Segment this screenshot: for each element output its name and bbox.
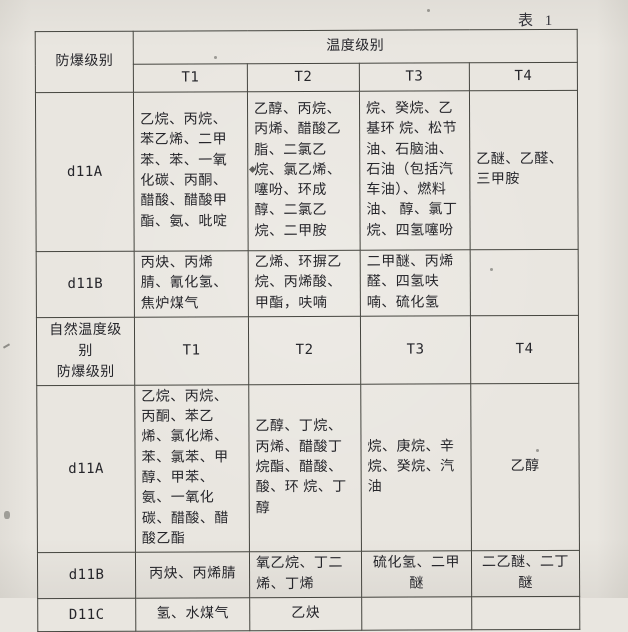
table-row-d11a-2: d11A 乙烷、丙烷、丙酮、苯乙烯、氯化烯、苯、氯苯、甲醇、甲苯、氨、一氧化碳、… (36, 383, 580, 553)
class-label-cell: d11A (36, 385, 136, 553)
mid-header-line2: 防爆级别 (56, 364, 115, 380)
mid-header-cell-t4: T4 (470, 315, 579, 384)
substances-cell-t1: 丙炔、丙烯腈、氰化氢、焦炉煤气 (134, 250, 249, 318)
table-caption: 表 1 (518, 13, 557, 29)
class-label-cell: d11A (35, 92, 135, 252)
substances-cell-t2: 乙炔 (249, 597, 362, 631)
mid-header-cell-class: 自然温度级别 防爆级别 (36, 317, 135, 386)
substances-cell-t3: 硫化氢、二甲醚 (361, 551, 472, 598)
substances-cell-t1: 乙烷、丙烷、苯乙烯、二甲苯、苯、一氧化碳、丙酮、醋酸、醋酸甲酯、氨、吡啶 (133, 91, 249, 252)
class-label-cell: d11B (37, 552, 136, 599)
substances-cell-t2: 氧乙烷、丁二烯、丁烯 (249, 551, 362, 598)
mid-header-row: 自然温度级别 防爆级别 T1 T2 T3 T4 (36, 315, 579, 386)
table-row-d11b-2: d11B 丙炔、丙烯腈 氧乙烷、丁二烯、丁烯 硫化氢、二甲醚 二乙醚、二丁醚 (37, 550, 580, 599)
substances-cell-t3 (361, 596, 472, 631)
substances-cell-t2: 乙醇、丙烷、丙烯、醋酸乙脂、二氯乙烷、氯乙烯、噻吩、环成醇、二氯乙烷、二甲胺 (247, 91, 361, 251)
substances-cell-t4: 乙醚、乙醛、三甲胺 (469, 90, 579, 250)
substances-cell-t1: 氢、水煤气 (135, 597, 250, 632)
header-cell-temperature-class: 温度级别 (133, 29, 578, 65)
table-row-d11a-1: d11A 乙烷、丙烷、苯乙烯、二甲苯、苯、一氧化碳、丙酮、醋酸、醋酸甲酯、氨、吡… (35, 90, 579, 252)
header-row-top: 防爆级别 温度级别 (35, 29, 578, 93)
substances-cell-t1: 乙烷、丙烷、丙酮、苯乙烯、氯化烯、苯、氯苯、甲醇、甲苯、氨、一氧化碳、醋酸、醋酸… (134, 384, 250, 553)
scan-noise-mark (2, 343, 11, 349)
header-cell-t4: T4 (469, 62, 578, 91)
substances-cell-t2: 乙醇、丁烷、丙烯、醋酸丁烷酯、醋酸、酸、环 烷、丁醇 (248, 384, 362, 553)
substances-cell-t4: 二乙醚、二丁醚 (471, 550, 580, 597)
header-cell-t2: T2 (247, 63, 360, 92)
substances-cell-t2: 乙烯、环摒乙烷、丙烯酸、甲酯，呋喃 (248, 250, 361, 317)
substances-cell-t4: 乙醇 (470, 383, 580, 552)
substances-cell-t1: 丙炔、丙烯腈 (135, 552, 250, 599)
class-label-cell: D11C (37, 598, 136, 632)
substances-cell-t4 (470, 249, 579, 316)
substances-cell-t3: 二甲醚、丙烯醛、四氢呋喃、硫化氢 (360, 249, 471, 317)
mid-header-cell-t1: T1 (134, 316, 249, 386)
header-cell-t1: T1 (133, 63, 248, 93)
mid-header-cell-t3: T3 (360, 315, 471, 385)
scan-noise-dot (427, 9, 430, 12)
substances-cell-t3: 烷、庚烷、辛烷、癸烷、汽油 (360, 383, 472, 552)
explosion-class-temperature-table: 防爆级别 温度级别 T1 T2 T3 T4 d11A 乙烷、丙烷、苯乙烯、二甲苯… (35, 29, 581, 632)
header-cell-t3: T3 (359, 62, 470, 92)
mid-header-line1: 自然温度级别 (49, 322, 122, 359)
class-label-cell: d11B (36, 251, 135, 318)
scan-noise-mark (4, 511, 10, 519)
substances-cell-t3: 烷、癸烷、乙基环 烷、松节油、石脑油、石油（包括汽车油）、燃料油、 醇、氯丁烷、… (359, 90, 471, 251)
mid-header-cell-t2: T2 (248, 316, 361, 385)
table-row-d11c: D11C 氢、水煤气 乙炔 (37, 596, 580, 632)
header-cell-class: 防爆级别 (35, 31, 134, 93)
substances-cell-t4 (471, 596, 580, 630)
table-row-d11b-1: d11B 丙炔、丙烯腈、氰化氢、焦炉煤气 乙烯、环摒乙烷、丙烯酸、甲酯，呋喃 二… (36, 249, 579, 318)
